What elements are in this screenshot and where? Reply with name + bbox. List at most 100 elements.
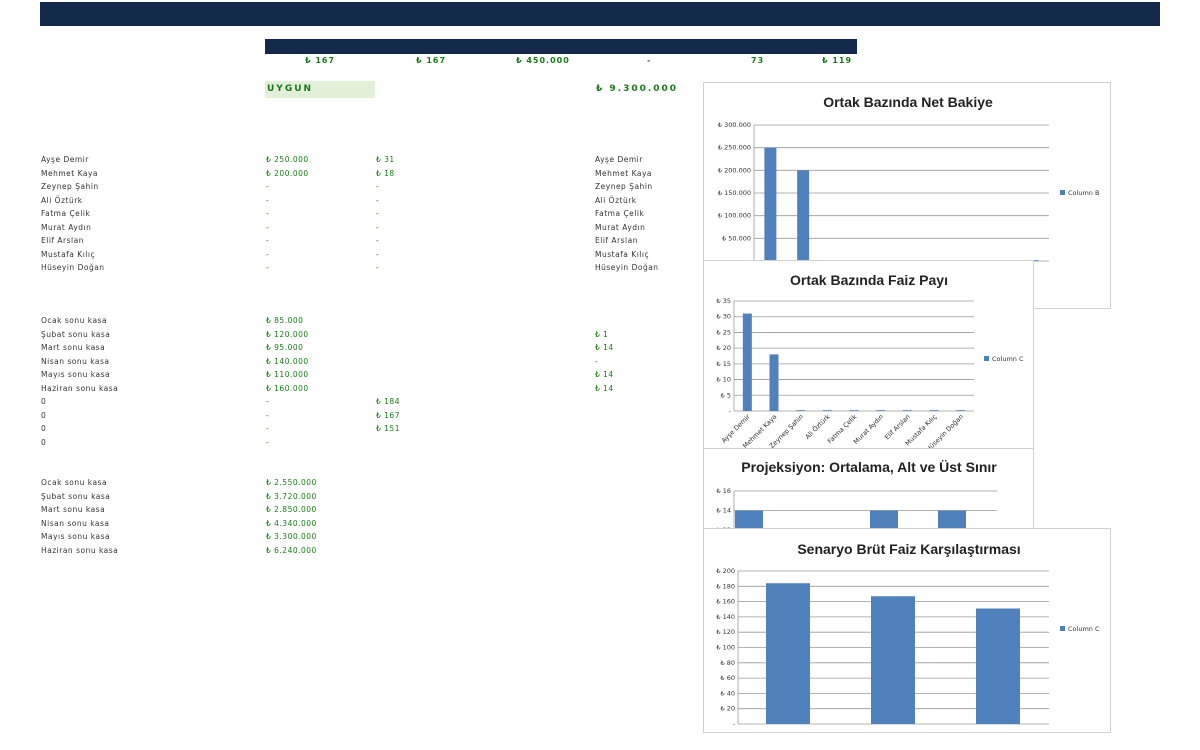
month-value[interactable]: ₺ 110.000 [266, 370, 309, 379]
month-label[interactable]: Ocak sonu kasa [41, 478, 108, 487]
month-value[interactable]: ₺ 160.000 [266, 383, 309, 393]
partner-name[interactable]: Zeynep Şahin [595, 182, 653, 191]
month-label[interactable]: Mayıs sonu kasa [41, 532, 111, 541]
partner-share[interactable]: ₺ 18 [376, 168, 395, 178]
partner-name[interactable]: Mustafa Kılıç [595, 249, 650, 259]
bar [769, 354, 779, 411]
zero-label[interactable]: 0 [41, 424, 47, 433]
partner-share[interactable]: - [376, 236, 380, 245]
bar [876, 410, 886, 411]
month-label[interactable]: Haziran sonu kasa [41, 383, 119, 393]
month-value[interactable]: ₺ 140.000 [266, 356, 309, 366]
partner-name[interactable]: Zeynep Şahin [41, 182, 99, 191]
projection-value[interactable]: ₺ 14 [595, 383, 614, 393]
partner-balance[interactable]: - [266, 222, 270, 232]
partner-share[interactable]: ₺ 31 [376, 155, 395, 164]
projection-value[interactable]: ₺ 14 [595, 370, 614, 379]
bar [735, 510, 763, 530]
month-total[interactable]: ₺ 6.240.000 [266, 545, 317, 555]
chart-scenario-interest[interactable]: Senaryo Brüt Faiz Karşılaştırması ₺ 200 ₺ … [703, 528, 1111, 733]
month-value[interactable]: ₺ 85.000 [266, 316, 304, 325]
partner-share[interactable]: - [376, 222, 380, 232]
projection-value[interactable]: ₺ 14 [595, 343, 614, 352]
chart-interest-share[interactable]: Ortak Bazında Faiz Payı ₺ 35 ₺ 30 ₺ 25 ₺ 20 ₺… [703, 260, 1034, 450]
partner-name[interactable]: Mustafa Kılıç [41, 249, 96, 259]
partner-name[interactable]: Ayşe Demir [595, 155, 643, 164]
zero-label[interactable]: 0 [41, 397, 47, 406]
chart-projection[interactable]: Projeksiyon: Ortalama, Alt ve Üst Sınır ₺… [703, 448, 1034, 538]
partner-balance[interactable]: ₺ 250.000 [266, 155, 309, 164]
bar [797, 170, 810, 261]
y-tick-label: ₺ 160 [716, 598, 735, 606]
projection-value[interactable]: ₺ 1 [595, 329, 609, 339]
partner-name[interactable]: Mehmet Kaya [595, 168, 653, 178]
partner-share[interactable]: - [376, 182, 380, 191]
partner-name[interactable]: Ayşe Demir [41, 155, 89, 164]
partner-balance[interactable]: - [266, 209, 270, 218]
partner-name[interactable]: Mehmet Kaya [41, 168, 99, 178]
month-label[interactable]: Şubat sonu kasa [41, 491, 111, 501]
month-total[interactable]: ₺ 3.300.000 [266, 532, 317, 541]
y-tick-label: ₺ 35 [717, 297, 731, 305]
partner-name[interactable]: Fatma Çelik [595, 209, 645, 218]
partner-name[interactable]: Ali Öztürk [41, 195, 83, 205]
partner-name[interactable]: Murat Aydın [41, 222, 92, 232]
partner-name[interactable]: Fatma Çelik [41, 209, 91, 218]
partner-name[interactable]: Ali Öztürk [595, 195, 637, 205]
y-tick-label: ₺ 40 [721, 689, 735, 697]
partner-share[interactable]: - [376, 249, 380, 259]
partner-balance[interactable]: - [266, 249, 270, 259]
month-total[interactable]: ₺ 3.720.000 [266, 491, 317, 501]
zero-value[interactable]: - [266, 397, 270, 406]
partner-share[interactable]: - [376, 263, 380, 272]
scenario-value[interactable]: ₺ 151 [376, 424, 400, 433]
month-total[interactable]: ₺ 2.550.000 [266, 478, 317, 487]
monthly-cash-values: ₺ 85.000 ₺ 120.000 ₺ 95.000 ₺ 140.000 ₺ … [266, 314, 309, 449]
partner-name[interactable]: Murat Aydın [595, 222, 646, 232]
partner-name[interactable]: Elif Arslan [41, 236, 84, 245]
summary-value-2: ₺ 167 [416, 56, 447, 65]
partner-name[interactable]: Elif Arslan [595, 236, 638, 245]
month-label[interactable]: Nisan sonu kasa [41, 356, 110, 366]
partner-balance[interactable]: - [266, 263, 270, 272]
legend-swatch [984, 356, 989, 361]
month-label[interactable]: Haziran sonu kasa [41, 545, 119, 555]
partner-share[interactable]: - [376, 209, 380, 218]
scenario-values: ₺ 184 ₺ 167 ₺ 151 [376, 314, 400, 436]
month-value[interactable]: ₺ 95.000 [266, 343, 304, 352]
partner-balance[interactable]: - [266, 182, 270, 191]
month-total[interactable]: ₺ 4.340.000 [266, 518, 317, 528]
y-tick-label: ₺ 50.000 [722, 234, 751, 242]
bar [976, 608, 1020, 724]
net-balance-chart-svg: Ortak Bazında Net Bakiye ₺ 300.000 ₺ 250.0… [718, 94, 1100, 265]
month-label[interactable]: Mart sonu kasa [41, 505, 106, 514]
scenario-value[interactable]: ₺ 184 [376, 397, 400, 406]
partner-balance[interactable]: - [266, 236, 270, 245]
zero-value[interactable]: - [266, 437, 270, 447]
month-value[interactable]: ₺ 120.000 [266, 329, 309, 339]
legend-label: Column C [1068, 625, 1100, 633]
projection-value[interactable]: - [595, 356, 599, 366]
partner-name[interactable]: Hüseyin Doğan [41, 263, 105, 272]
zero-value[interactable]: - [266, 410, 270, 420]
partner-balance[interactable]: - [266, 195, 270, 205]
month-label[interactable]: Mayıs sonu kasa [41, 370, 111, 379]
y-tick-label: ₺ 140 [716, 613, 735, 621]
scenario-value[interactable]: ₺ 167 [376, 410, 400, 420]
total-value: ₺ 9.300.000 [596, 84, 679, 94]
zero-label[interactable]: 0 [41, 437, 47, 447]
partner-share[interactable]: - [376, 195, 380, 205]
month-label[interactable]: Şubat sonu kasa [41, 329, 111, 339]
month-total[interactable]: ₺ 2.850.000 [266, 505, 317, 514]
month-label[interactable]: Mart sonu kasa [41, 343, 106, 352]
y-tick-label: - [733, 720, 736, 728]
zero-value[interactable]: - [266, 424, 270, 433]
month-label[interactable]: Nisan sonu kasa [41, 518, 110, 528]
zero-label[interactable]: 0 [41, 410, 47, 420]
month-label[interactable]: Ocak sonu kasa [41, 316, 108, 325]
bar [796, 410, 806, 411]
partner-balance[interactable]: ₺ 200.000 [266, 168, 309, 178]
legend-label: Column B [1068, 189, 1099, 197]
bar [871, 596, 915, 724]
partner-name[interactable]: Hüseyin Doğan [595, 263, 659, 272]
